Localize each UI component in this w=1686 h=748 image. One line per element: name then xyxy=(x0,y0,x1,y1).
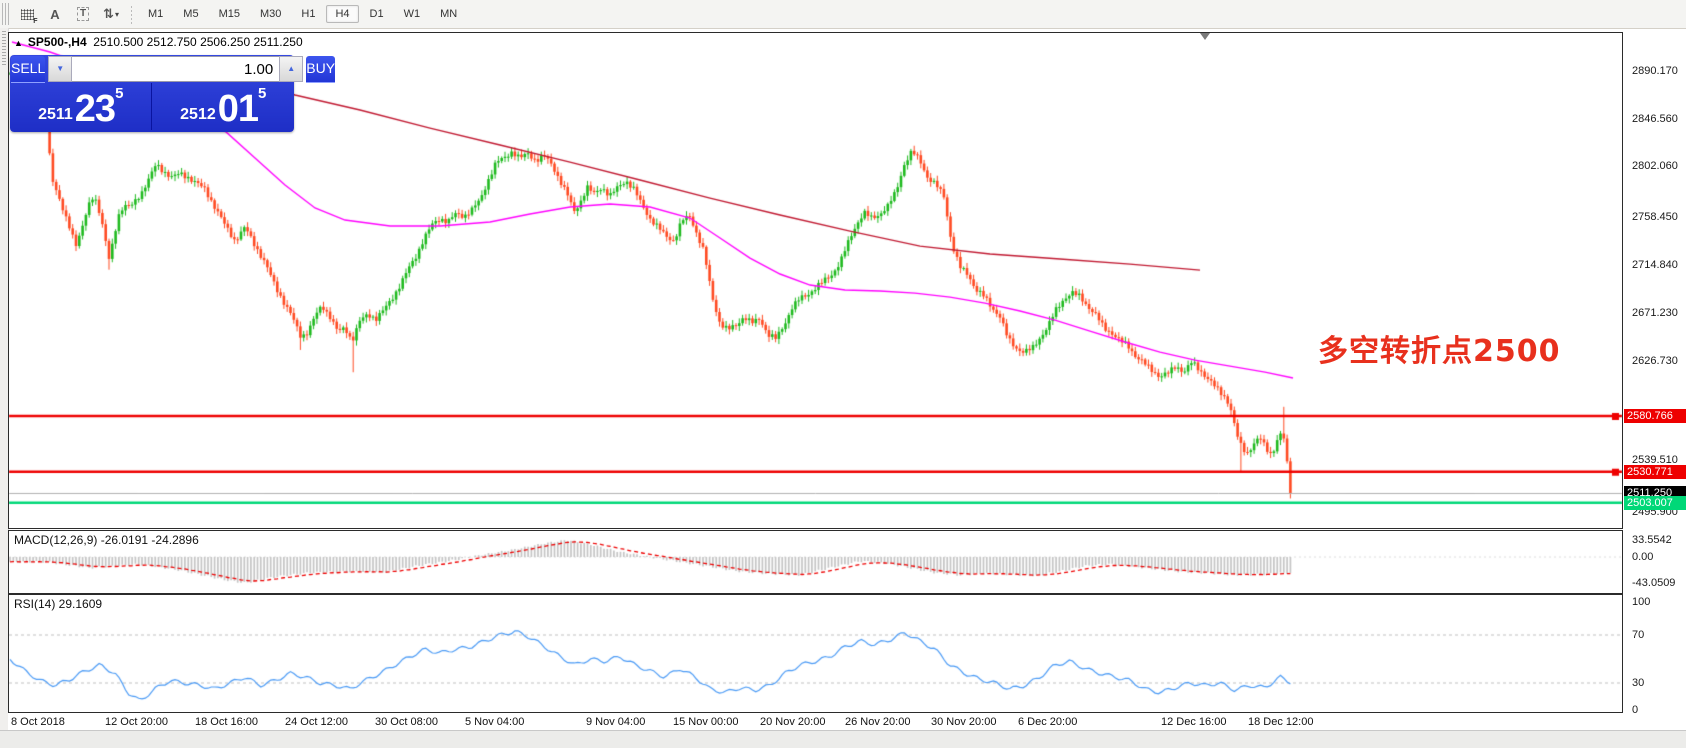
time-axis: 8 Oct 2018 12 Oct 20:00 18 Oct 16:00 24 Oct… xyxy=(8,712,1623,732)
rsi-panel xyxy=(8,594,1623,713)
time-axis-label: 30 Nov 20:00 xyxy=(931,716,997,728)
price-tick-label: 2714.840 xyxy=(1632,259,1678,271)
time-axis-label: 20 Nov 20:00 xyxy=(760,716,826,728)
price-tag: 2530.771 xyxy=(1624,465,1686,479)
sell-price-big: 23 xyxy=(74,88,116,130)
price-tag: 2580.766 xyxy=(1624,409,1686,423)
price-tick-label: 2802.060 xyxy=(1632,160,1678,172)
time-axis-label: 15 Nov 00:00 xyxy=(673,716,739,728)
macd-axis-label: -43.0509 xyxy=(1632,577,1676,589)
macd-axis-label: 0.00 xyxy=(1632,551,1654,563)
one-click-trading-panel: SELL ▼ ▲ BUY 2511 23 5 2512 01 5 xyxy=(10,55,336,132)
price-tick-label: 2539.510 xyxy=(1632,454,1678,466)
chart-header: ▲ SP500-,H4 2510.500 2512.750 2506.250 25… xyxy=(14,35,303,49)
sell-quote[interactable]: 2511 23 5 xyxy=(11,83,152,130)
main-chart-panel xyxy=(8,32,1623,529)
time-axis-label: 18 Oct 16:00 xyxy=(195,716,258,728)
time-axis-label: 30 Oct 08:00 xyxy=(375,716,438,728)
time-axis-label: 26 Nov 20:00 xyxy=(845,716,911,728)
volume-increase-button[interactable]: ▲ xyxy=(279,56,304,82)
status-bar xyxy=(0,730,1686,748)
macd-label: MACD(12,26,9) -26.0191 -24.2896 xyxy=(14,533,199,547)
sell-button[interactable]: SELL xyxy=(11,56,46,83)
macd-panel xyxy=(8,530,1623,594)
symbol-label: SP500-,H4 xyxy=(27,35,87,49)
buy-price-big: 01 xyxy=(217,88,259,130)
buy-quote[interactable]: 2512 01 5 xyxy=(154,83,294,130)
buy-price-sup: 5 xyxy=(258,85,267,102)
price-tick-label: 2758.450 xyxy=(1632,211,1678,223)
rsi-axis-label: 70 xyxy=(1632,629,1645,641)
time-axis-label: 18 Dec 12:00 xyxy=(1248,716,1314,728)
time-axis-label: 12 Oct 20:00 xyxy=(105,716,168,728)
rsi-axis-label: 100 xyxy=(1632,596,1651,608)
collapse-panel-icon[interactable]: ▲ xyxy=(14,38,23,48)
price-tag: 2503.007 xyxy=(1624,496,1686,510)
rsi-axis-label: 30 xyxy=(1632,677,1645,689)
time-axis-label: 6 Dec 20:00 xyxy=(1018,716,1078,728)
chart-shift-marker-icon[interactable] xyxy=(1200,33,1210,40)
price-tick-label: 2671.230 xyxy=(1632,307,1678,319)
buy-price-prefix: 2512 xyxy=(180,106,216,123)
ohlc-values: 2510.500 2512.750 2506.250 2511.250 xyxy=(93,35,303,49)
chart-annotation-text: 多空转折点2500 xyxy=(1318,334,1561,369)
volume-stepper: ▼ ▲ xyxy=(48,56,304,82)
rsi-axis-label: 0 xyxy=(1632,704,1639,716)
volume-decrease-button[interactable]: ▼ xyxy=(48,56,73,82)
rsi-label: RSI(14) 29.1609 xyxy=(14,597,103,611)
price-axis: 2890.170 2846.560 2802.060 2758.450 2714.840… xyxy=(1623,32,1686,730)
price-tick-label: 2846.560 xyxy=(1632,113,1678,125)
macd-axis-label: 33.5542 xyxy=(1632,534,1672,546)
time-axis-label: 9 Nov 04:00 xyxy=(586,716,646,728)
time-axis-label: 5 Nov 04:00 xyxy=(465,716,525,728)
time-axis-label: 8 Oct 2018 xyxy=(11,716,65,728)
volume-input[interactable] xyxy=(72,56,280,82)
price-tick-label: 2890.170 xyxy=(1632,65,1678,77)
time-axis-label: 12 Dec 16:00 xyxy=(1161,716,1227,728)
time-axis-label: 24 Oct 12:00 xyxy=(285,716,348,728)
price-tick-label: 2626.730 xyxy=(1632,355,1678,367)
buy-button[interactable]: BUY xyxy=(306,56,336,83)
sell-price-prefix: 2511 xyxy=(38,106,73,123)
sell-price-sup: 5 xyxy=(115,85,124,102)
